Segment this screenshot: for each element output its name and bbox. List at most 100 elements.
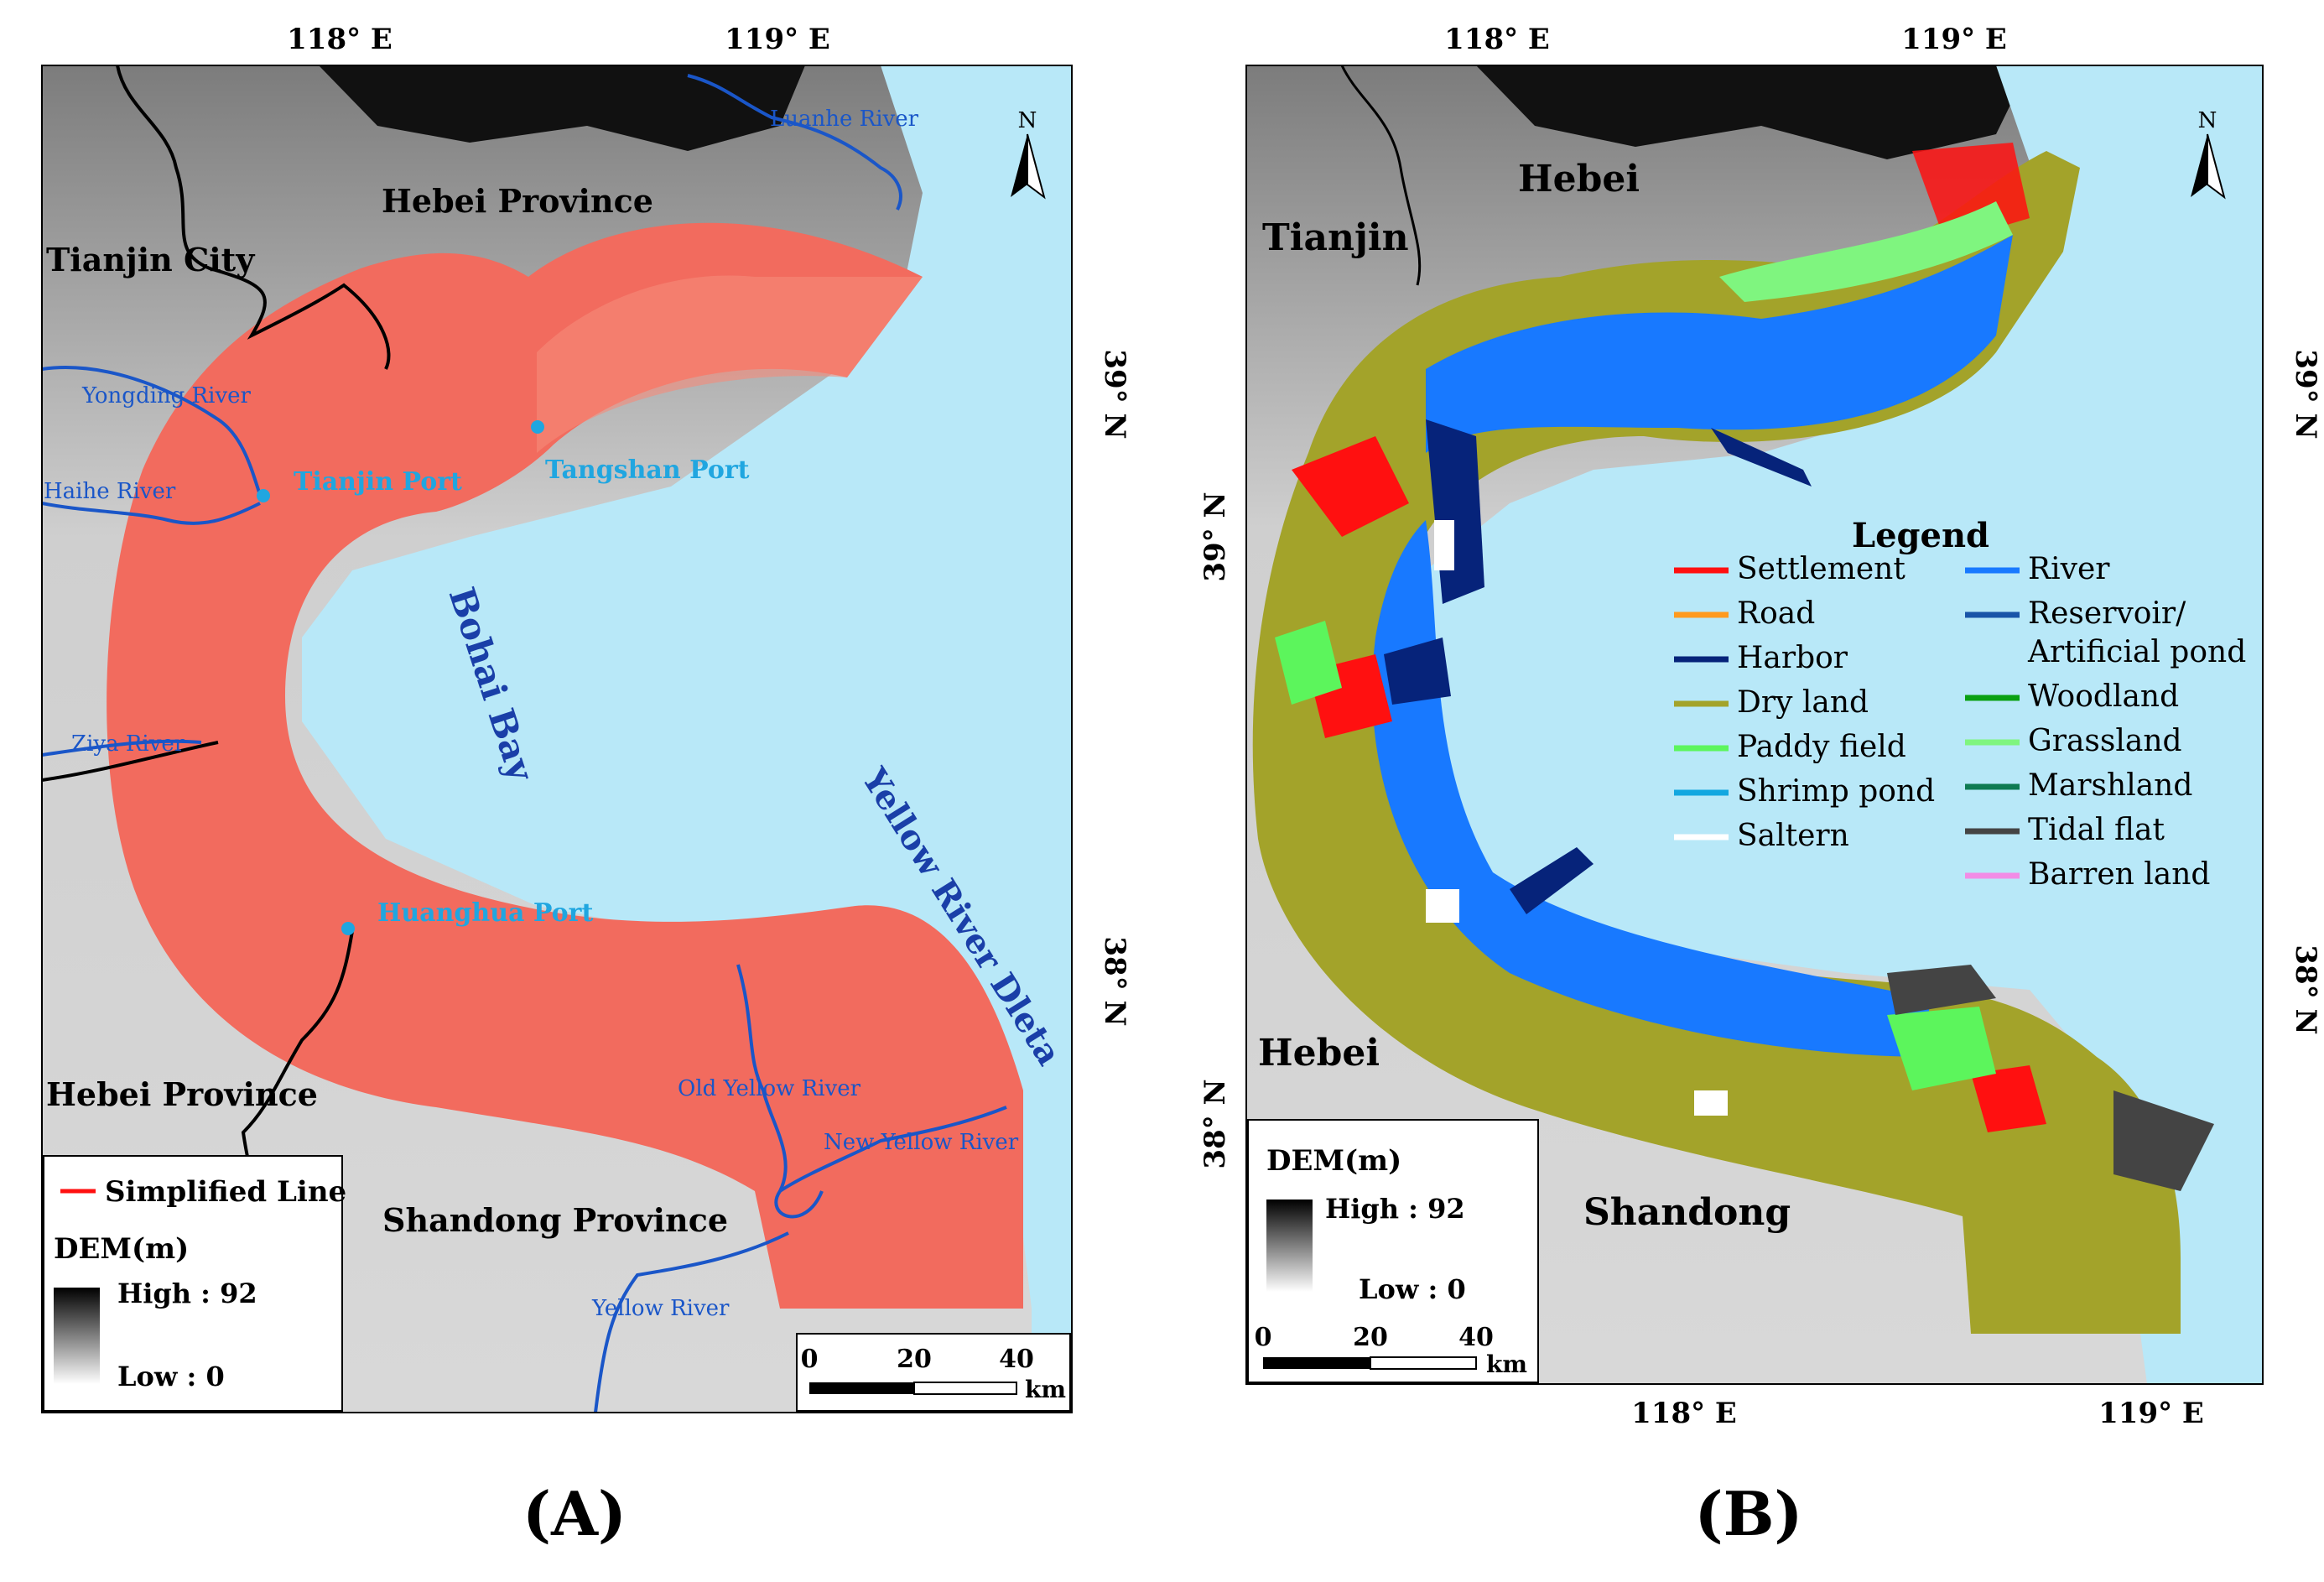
- panel-b-left-lat-38: 38° N: [1198, 1079, 1232, 1168]
- panel-b-dem-low: Low : 0: [1359, 1273, 1466, 1305]
- panel-b-top-lon-118: 118° E: [1444, 23, 1550, 56]
- panel-a-ziya-river-line: [42, 739, 202, 757]
- panel-b-saltern-1: [1434, 520, 1454, 570]
- panel-b-scale-40: 40: [1458, 1323, 1494, 1352]
- panel-b-frame: [1245, 65, 2264, 1385]
- panel-a-hebei-province-north: Hebei Province: [382, 182, 653, 220]
- panel-a-new-yellow-river: New Yellow River: [824, 1130, 1019, 1155]
- panel-b-tidal-flat-south: [1887, 965, 1996, 1015]
- panel-a-yongding-river: Yongding River: [81, 383, 252, 409]
- panel-b-legend-left-label-2: Harbor: [1737, 641, 1848, 675]
- panel-b-harbor-huanghua: [1510, 847, 1594, 914]
- panel-a-frame: [41, 65, 1073, 1413]
- panel-b-dem-legend: DEM(m) High : 92 Low : 0 0 20 40 km: [1247, 1119, 1539, 1383]
- panel-a-tianjin-port: Tianjin Port: [294, 467, 462, 497]
- panel-b-sea: [1401, 65, 2263, 1384]
- panel-a-scale-0: 0: [801, 1345, 819, 1374]
- panel-b-landuse-legend: Legend Settlement Road Harbor Dry land Paddy…: [1674, 516, 2246, 892]
- panel-b-legend-right-label-6: Barren land: [2028, 857, 2210, 892]
- panel-b-hebei-north: Hebei: [1518, 158, 1640, 200]
- panel-b-boundary-north: [1340, 65, 1422, 286]
- panel-b-legend-left-label-3: Dry land: [1737, 685, 1869, 720]
- panel-b-settlement-south: [1971, 1065, 2046, 1132]
- panel-b-dem-high: High : 92: [1325, 1193, 1465, 1225]
- panel-b-legend-right-label-5: Tidal flat: [2028, 813, 2165, 847]
- panel-a-yongding-river-line: [42, 366, 262, 496]
- panel-b-legend-right-label-3: Grassland: [2028, 724, 2182, 758]
- panel-b-top-lon-119: 119° E: [1901, 23, 2007, 56]
- panel-b-legend-right-label-2: Woodland: [2028, 679, 2179, 714]
- panel-b-paddy-west: [1275, 621, 1342, 705]
- panel-b-tidal-flat-delta: [2113, 1090, 2214, 1191]
- panel-a-shandong-province: Shandong Province: [382, 1201, 728, 1239]
- panel-a-old-yellow-river-line: [736, 964, 824, 1219]
- panel-a-tianjin-port-marker: [257, 489, 270, 502]
- panel-b-legend-left-label-1: Road: [1737, 596, 1815, 631]
- panel-a-tangshan-port-marker: [531, 420, 544, 434]
- panel-b-north-arrow: N: [2191, 108, 2226, 200]
- panel-a-luanhe-river: Luanhe River: [770, 107, 919, 132]
- panel-b-legend-right-label-1: Reservoir/: [2028, 596, 2186, 631]
- panel-b-legend-title: Legend: [1852, 516, 1989, 555]
- panel-b-harbor-north: [1711, 428, 1812, 487]
- panel-a-mountain: [319, 65, 805, 151]
- panel-b-grassland-north: [1719, 201, 2013, 302]
- panel-a-yellow-river-line: [594, 1231, 789, 1413]
- panel-a-north-label: N: [1018, 108, 1037, 133]
- panel-a-legend: Simplified Line DEM(m) High : 92 Low : 0: [43, 1155, 346, 1412]
- panel-a-simplified-line-label: Simplified Line: [105, 1175, 346, 1209]
- panel-b-legend-right-label-0: River: [2028, 552, 2110, 586]
- panel-a-boundary-north: [116, 65, 391, 370]
- panel-b-left-lat-39: 39° N: [1198, 492, 1232, 581]
- panel-b-river-zone-west: [1372, 520, 1929, 1057]
- panel-a-tianjin-city: Tianjin City: [46, 241, 255, 278]
- panel-a-buffer-shade: [537, 275, 923, 453]
- panel-b-north-label: N: [2198, 108, 2217, 133]
- panel-b-right-lat-39: 39° N: [2289, 349, 2322, 439]
- panel-b-legend-right-label-1-line2: Artificial pond: [2027, 635, 2246, 669]
- panel-a-huanghua-port-marker: [341, 922, 355, 935]
- panel-a-new-yellow-river-line: [778, 1106, 1007, 1193]
- panel-a-huanghua-port: Huanghua Port: [377, 898, 593, 928]
- panel-b-river-zone-north: [1426, 235, 2013, 453]
- panel-b-scale-20: 20: [1353, 1323, 1388, 1352]
- panel-b-bottom-lon-118: 118° E: [1631, 1397, 1737, 1430]
- panel-a-yellow-river: Yellow River: [591, 1296, 730, 1321]
- panel-b-right-lat-38: 38° N: [2289, 945, 2322, 1034]
- panel-b-legend-right-label-4: Marshland: [2028, 768, 2192, 803]
- panel-b-harbor-mid: [1384, 637, 1451, 705]
- panel-a-lon-119: 119° E: [725, 23, 830, 56]
- panel-b-dem-title: DEM(m): [1266, 1144, 1401, 1178]
- panel-b-dem-ramp: [1266, 1200, 1313, 1292]
- panel-a-lat-38: 38° N: [1098, 936, 1131, 1026]
- panel-a-luanhe-river-line: [687, 74, 902, 211]
- panel-b-bottom-lon-119: 119° E: [2098, 1397, 2204, 1430]
- panel-a-dem-high: High : 92: [117, 1278, 257, 1309]
- panel-b-scale-0: 0: [1255, 1323, 1272, 1352]
- panel-b-saltern-3: [1694, 1090, 1728, 1116]
- panel-a-old-yellow-river: Old Yellow River: [678, 1076, 861, 1101]
- panel-a-caption: (A): [523, 1478, 626, 1549]
- panel-a-dem-title: DEM(m): [54, 1232, 189, 1266]
- panel-a-lat-39: 39° N: [1098, 349, 1131, 439]
- panel-b-saltern-2: [1426, 889, 1459, 923]
- panel-b-paddy-south: [1887, 1007, 1996, 1090]
- panel-a-boundary-mid: [42, 741, 219, 782]
- panel-a-scale-bar: 0 20 40 km: [796, 1333, 1071, 1412]
- panel-b-scale-unit: km: [1486, 1350, 1527, 1378]
- panel-a-haihe-river: Haihe River: [44, 479, 176, 504]
- panel-a-dem-low: Low : 0: [117, 1361, 225, 1392]
- panel-a-north-arrow: N: [1011, 108, 1046, 200]
- panel-b-tianjin: Tianjin: [1262, 216, 1409, 259]
- panel-b-legend-left-label-4: Paddy field: [1737, 730, 1906, 764]
- panel-a-sea: [302, 65, 1072, 1413]
- panel-b-legend-left-col: Settlement Road Harbor Dry land Paddy field S…: [1674, 552, 1935, 853]
- panel-a-scale-20: 20: [897, 1345, 932, 1374]
- panel-b-shandong: Shandong: [1583, 1191, 1791, 1234]
- panel-b-hebei-south: Hebei: [1258, 1032, 1380, 1075]
- panel-b-settlement-tianjin: [1292, 436, 1409, 537]
- panel-b-legend-left-label-6: Saltern: [1737, 819, 1849, 853]
- panel-a-lon-118: 118° E: [287, 23, 393, 56]
- panel-a-dem-ramp: [54, 1288, 100, 1384]
